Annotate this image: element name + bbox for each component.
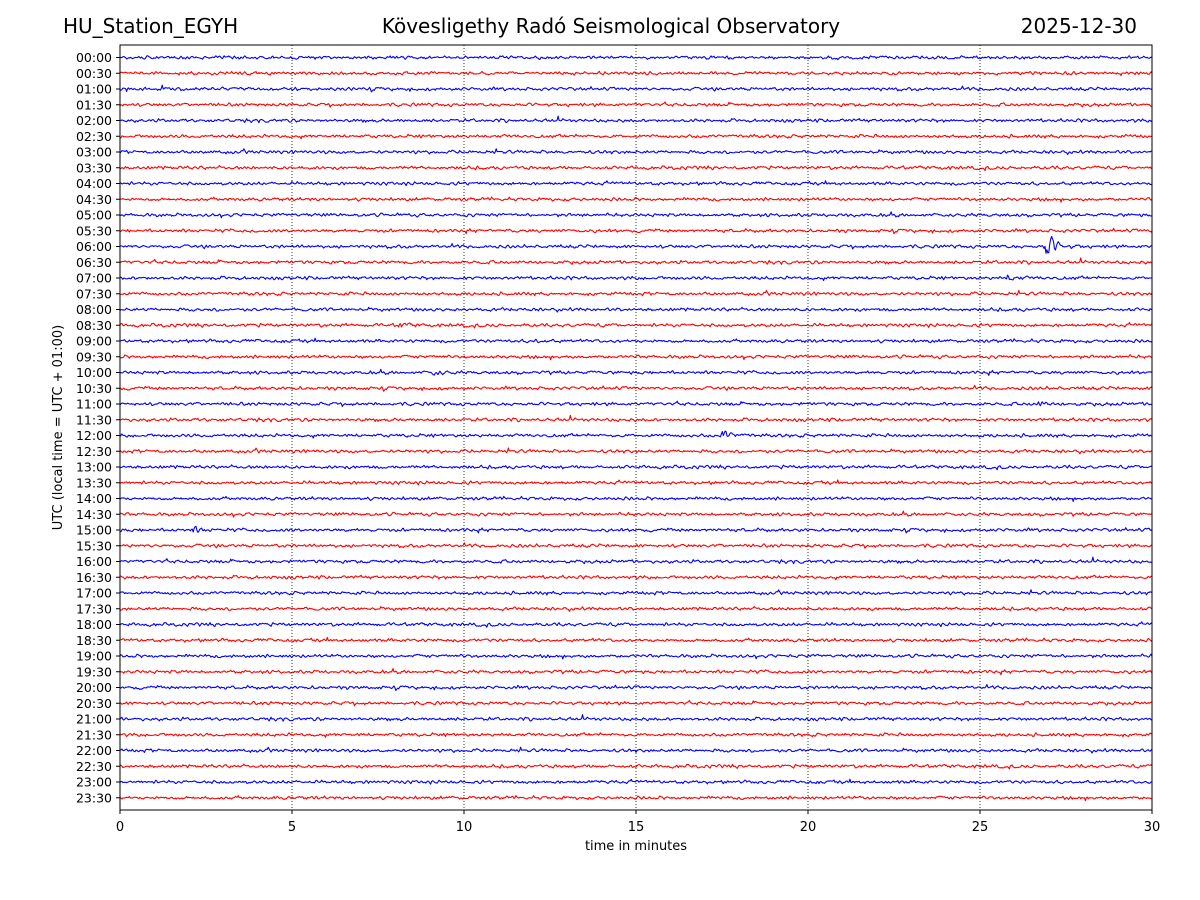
y-tick-label: 08:00 [76,302,112,317]
y-tick-label: 20:00 [76,680,112,695]
y-tick-label: 07:00 [76,271,112,286]
trace-00:30 [120,70,1153,77]
y-tick-label: 00:00 [76,50,112,65]
trace-20:30 [119,699,1153,707]
trace-15:00 [119,525,1153,534]
y-tick-label: 09:00 [76,334,112,349]
x-tick-label: 20 [800,820,817,835]
y-tick-label: 08:30 [76,318,112,333]
y-tick-label: 17:00 [76,586,112,601]
y-tick-label: 18:00 [76,617,112,632]
trace-22:30 [119,763,1153,770]
y-tick-label: 22:00 [76,743,112,758]
y-tick-label: 14:30 [76,507,112,522]
y-tick-label: 00:30 [76,66,112,81]
y-tick-label: 19:00 [76,649,112,664]
y-tick-label: 22:30 [76,759,112,774]
trace-11:00 [119,400,1153,408]
y-tick-label: 23:00 [76,775,112,790]
grid-layer [291,45,981,810]
y-tick-label: 18:30 [76,633,112,648]
x-axis-label: time in minutes [585,839,687,854]
y-tick-label: 11:30 [76,412,112,427]
chart-title: Kövesligethy Radó Seismological Observat… [381,14,841,38]
x-tick-label: 5 [288,820,296,835]
y-tick-label: 13:00 [76,460,112,475]
y-tick-label: 03:00 [76,145,112,160]
date-label: 2025-12-30 [1020,14,1137,38]
y-axis: 00:0000:3001:0001:3002:0002:3003:0003:30… [76,50,120,805]
y-tick-label: 04:00 [76,176,112,191]
y-tick-label: 16:30 [76,570,112,585]
trace-06:00 [119,235,1153,254]
y-tick-label: 12:30 [76,444,112,459]
station-label: HU_Station_EGYH [63,14,239,38]
trace-07:00 [119,274,1153,282]
y-tick-label: 17:30 [76,601,112,616]
y-tick-label: 19:30 [76,664,112,679]
y-tick-label: 10:30 [76,381,112,396]
y-tick-label: 06:30 [76,255,112,270]
y-tick-label: 11:00 [76,397,112,412]
x-tick-label: 10 [456,820,473,835]
y-tick-label: 14:00 [76,491,112,506]
trace-09:00 [119,337,1153,344]
x-tick-label: 15 [628,820,645,835]
x-tick-label: 0 [116,820,124,835]
trace-10:30 [119,384,1153,392]
y-tick-label: 05:00 [76,208,112,223]
y-tick-label: 23:30 [76,790,112,805]
x-axis: 0 5 10 15 20 25 30 [116,810,1160,835]
trace-16:30 [119,574,1153,581]
y-tick-label: 09:30 [76,349,112,364]
y-tick-label: 03:30 [76,160,112,175]
y-tick-label: 01:00 [76,82,112,97]
trace-23:30 [119,795,1153,802]
y-tick-label: 10:00 [76,365,112,380]
y-tick-label: 15:00 [76,523,112,538]
y-tick-label: 21:30 [76,727,112,742]
y-tick-label: 21:00 [76,712,112,727]
y-tick-label: 05:30 [76,223,112,238]
y-tick-label: 02:30 [76,129,112,144]
x-tick-label: 30 [1144,820,1161,835]
y-tick-label: 04:30 [76,192,112,207]
trace-01:00 [119,84,1153,93]
trace-02:30 [119,133,1153,140]
y-tick-label: 12:00 [76,428,112,443]
y-tick-label: 02:00 [76,113,112,128]
y-tick-label: 15:30 [76,538,112,553]
x-tick-label: 25 [972,820,989,835]
trace-09:30 [119,354,1153,361]
y-tick-label: 16:00 [76,554,112,569]
y-axis-label: UTC (local time = UTC + 01:00) [51,325,66,530]
y-tick-label: 06:00 [76,239,112,254]
y-tick-label: 01:30 [76,97,112,112]
y-tick-label: 13:30 [76,475,112,490]
trace-17:30 [119,606,1153,612]
y-tick-label: 07:30 [76,286,112,301]
traces-layer [119,55,1153,802]
y-tick-label: 20:30 [76,696,112,711]
